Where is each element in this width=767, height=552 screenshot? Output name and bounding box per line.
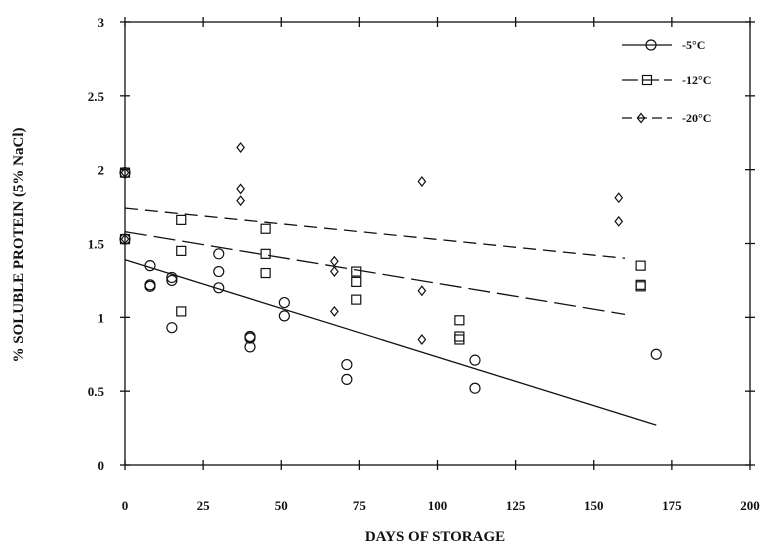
y-tick-label: 2.5 — [88, 89, 105, 104]
point-circle — [213, 248, 225, 260]
y-tick-label: 0.5 — [88, 384, 105, 399]
point-diamond — [614, 215, 624, 227]
point-diamond — [330, 305, 339, 317]
point-diamond — [236, 195, 245, 207]
x-tick-label: 75 — [353, 498, 367, 513]
legend-marker-diamond — [636, 112, 646, 124]
point-square — [454, 334, 465, 345]
x-tick-label: 100 — [428, 498, 448, 513]
point-square — [176, 306, 187, 317]
legend-label: -12°C — [682, 73, 711, 87]
y-axis-tick-labels: 0 0.5 1 1.5 2 2.5 3 — [88, 15, 105, 473]
point-circle — [278, 310, 290, 322]
point-square — [351, 266, 362, 277]
point-diamond — [120, 167, 130, 179]
trend-line-2 — [124, 231, 626, 316]
point-circle — [650, 348, 662, 360]
trend-lines — [124, 207, 657, 426]
point-circle — [244, 332, 256, 344]
legend-marker-square — [641, 74, 653, 86]
point-diamond — [236, 183, 245, 195]
point-square — [260, 223, 271, 234]
plot-frame — [124, 21, 751, 466]
axis-ticks — [120, 17, 755, 470]
x-tick-label: 175 — [662, 498, 682, 513]
y-tick-label: 3 — [98, 15, 105, 30]
x-axis-title: DAYS OF STORAGE — [365, 529, 505, 545]
x-tick-label: 150 — [584, 498, 604, 513]
point-circle — [213, 282, 225, 294]
legend-label: -20°C — [682, 111, 711, 125]
point-square — [635, 281, 646, 292]
x-tick-label: 125 — [506, 498, 526, 513]
point-circle — [166, 322, 178, 334]
point-square — [454, 315, 465, 326]
y-tick-label: 1.5 — [88, 237, 105, 252]
point-diamond — [417, 176, 427, 187]
point-diamond — [120, 233, 130, 245]
legend-label: -5°C — [682, 38, 705, 52]
point-circle — [469, 382, 481, 394]
plot-area-border — [124, 21, 751, 466]
point-diamond — [236, 142, 245, 153]
point-circle — [144, 260, 156, 272]
y-tick-label: 2 — [98, 163, 105, 178]
data-points — [119, 142, 662, 394]
y-axis-title: % SOLUBLE PROTEIN (5% NaCl) — [11, 127, 27, 362]
point-circle — [213, 265, 225, 278]
point-circle — [144, 280, 156, 292]
point-circle — [166, 271, 178, 284]
x-tick-label: 50 — [275, 498, 288, 513]
point-circle — [166, 274, 178, 287]
x-tick-label: 25 — [197, 498, 211, 513]
point-diamond — [330, 255, 339, 267]
point-circle — [341, 373, 353, 385]
point-square — [351, 294, 362, 305]
x-axis-tick-labels: 0 25 50 75 100 125 150 175 200 — [122, 498, 760, 513]
x-tick-label: 0 — [122, 498, 129, 513]
point-square — [635, 260, 646, 271]
point-square — [176, 245, 187, 256]
point-diamond — [330, 266, 339, 278]
y-tick-label: 0 — [98, 458, 105, 473]
x-tick-label: 200 — [740, 498, 760, 513]
point-circle — [244, 341, 256, 353]
legend-marker-circle — [645, 39, 657, 51]
trend-line-1 — [124, 259, 657, 426]
point-diamond — [417, 285, 427, 297]
point-square — [176, 214, 187, 225]
trend-line-3 — [124, 207, 626, 259]
point-square — [454, 331, 465, 342]
point-diamond — [614, 192, 624, 204]
y-tick-label: 1 — [98, 310, 105, 325]
point-circle — [278, 296, 290, 309]
point-circle — [341, 358, 353, 371]
point-square — [260, 248, 271, 259]
legend: -5°C -12°C -20°C — [622, 38, 711, 125]
point-square — [260, 267, 271, 279]
point-circle — [469, 354, 481, 366]
point-square — [351, 276, 362, 287]
point-diamond — [417, 334, 427, 345]
